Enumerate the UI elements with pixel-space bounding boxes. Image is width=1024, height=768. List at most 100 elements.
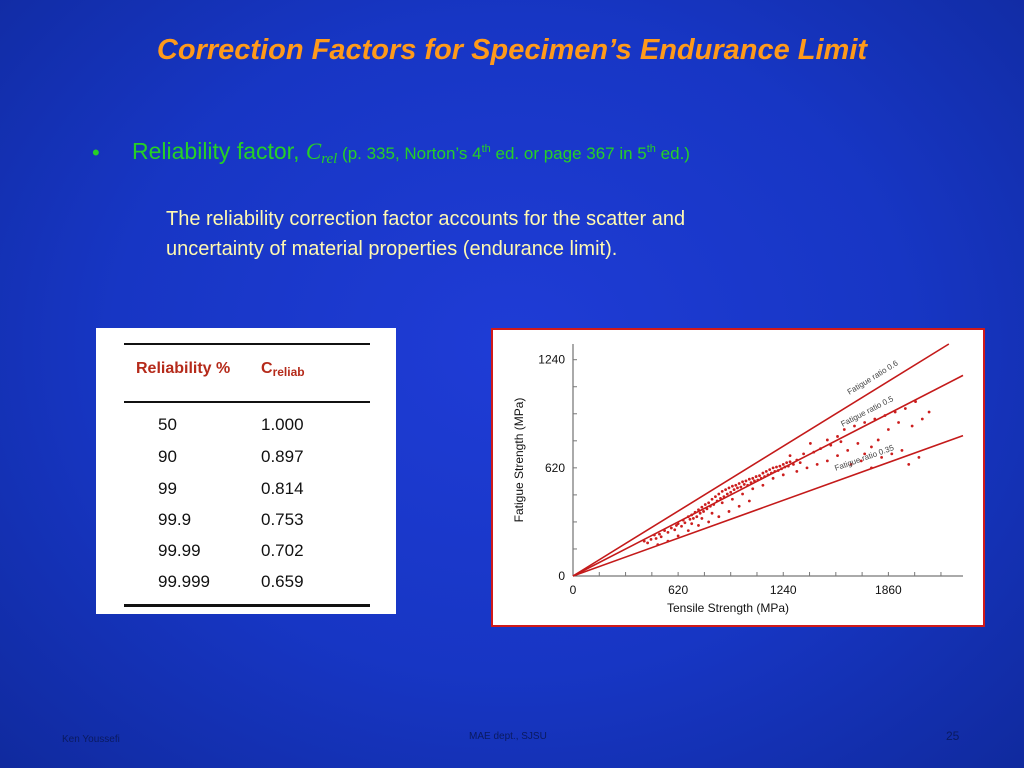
data-point (736, 486, 739, 490)
data-point (700, 505, 704, 509)
data-point (766, 473, 770, 477)
cell-c-4: 0.753 (261, 510, 304, 529)
table-top-rule (124, 343, 370, 345)
ref-part-1: (p. 335, Norton’s 4 (337, 144, 482, 163)
data-point (697, 524, 700, 527)
data-point (737, 504, 741, 508)
cell-reliability-3: 99 (158, 479, 177, 498)
data-point (722, 495, 726, 499)
data-point (751, 487, 755, 491)
footer-author: Ken Youssefi (62, 734, 120, 745)
data-point (763, 475, 767, 478)
data-point (893, 410, 897, 414)
data-point (690, 513, 694, 517)
bullet-label: Reliability factor, (132, 138, 306, 164)
data-point (727, 486, 731, 490)
data-point (732, 488, 736, 492)
data-point (705, 507, 709, 511)
data-point (863, 452, 867, 456)
data-point (907, 462, 911, 466)
data-point (754, 475, 758, 478)
data-point (649, 537, 653, 541)
data-point (783, 465, 787, 469)
data-point (703, 503, 707, 506)
data-point (781, 473, 785, 477)
ref-part-2: ed. or page 367 in 5 (490, 144, 647, 163)
data-point (842, 428, 846, 431)
data-point (880, 455, 884, 459)
data-point (695, 515, 699, 519)
x-axis-title: Tensile Strength (MPa) (667, 601, 789, 615)
data-point (730, 497, 734, 501)
symbol-c: C (305, 139, 322, 164)
data-point (681, 518, 685, 522)
data-point (900, 449, 904, 452)
cell-c-6: 0.659 (261, 572, 304, 591)
data-point (771, 466, 775, 470)
data-point (719, 496, 722, 500)
header-c: C (261, 360, 273, 377)
data-point (680, 524, 683, 528)
data-point (859, 459, 863, 463)
data-point (849, 462, 853, 466)
data-point (729, 490, 733, 494)
data-point (707, 520, 711, 524)
data-point (903, 407, 907, 410)
data-point (702, 510, 705, 513)
x-tick-label: 1860 (875, 583, 902, 597)
data-point (825, 438, 829, 442)
data-point (700, 517, 704, 520)
data-point (795, 458, 799, 462)
data-point (720, 501, 724, 505)
data-point (778, 464, 782, 468)
data-point (815, 462, 819, 466)
data-point (749, 481, 753, 485)
data-point (839, 440, 843, 444)
fatigue-chart-panel: 0 620 1240 1860 0 620 1240 Tensile Strength (MP… (491, 328, 985, 627)
data-point (819, 447, 822, 451)
data-point (725, 492, 729, 496)
y-axis-title: Fatigue Strength (MPa) (512, 398, 526, 523)
slide-title: Correction Factors for Specimen’s Endura… (156, 34, 868, 66)
data-point (756, 478, 760, 482)
data-point (710, 497, 714, 501)
table-bottom-rule (124, 604, 370, 607)
data-point (883, 414, 887, 417)
data-point (846, 449, 850, 452)
data-point (751, 476, 755, 480)
x-tick-label: 1240 (770, 583, 797, 597)
data-point (856, 442, 860, 445)
cell-c-5: 0.702 (261, 541, 304, 560)
data-point (920, 417, 924, 421)
reliability-table: Reliability % Creliab 50 1.000 90 0.897 … (96, 328, 396, 614)
data-point (686, 529, 690, 533)
body-paragraph: The reliability correction factor accoun… (166, 204, 866, 264)
data-point (780, 467, 783, 471)
data-point (663, 529, 666, 533)
bullet-symbol: Crel (305, 139, 337, 167)
data-point (792, 462, 795, 466)
header-c-subscript: reliab (272, 365, 305, 379)
data-point (659, 535, 663, 539)
body-line-2: uncertainty of material properties (endu… (166, 238, 618, 260)
x-tick-label: 620 (668, 583, 688, 597)
ref-sup-2: th (646, 143, 656, 155)
data-point (825, 459, 829, 463)
data-point (666, 530, 670, 534)
data-point (666, 539, 670, 543)
data-point (656, 543, 660, 547)
y-tick-label: 0 (558, 569, 565, 583)
data-point (698, 511, 702, 515)
data-point (870, 466, 873, 470)
data-point (652, 533, 656, 537)
cell-c-1: 1.000 (261, 415, 304, 434)
data-point (802, 452, 806, 456)
y-tick-label: 1240 (538, 353, 565, 367)
fatigue-chart: 0 620 1240 1860 0 620 1240 Tensile Strength (MP… (512, 343, 964, 615)
data-point (741, 480, 744, 484)
cell-reliability-5: 99.99 (158, 541, 201, 560)
data-point (769, 471, 773, 475)
data-point (759, 476, 763, 480)
data-point (747, 499, 751, 503)
data-point (786, 464, 790, 468)
